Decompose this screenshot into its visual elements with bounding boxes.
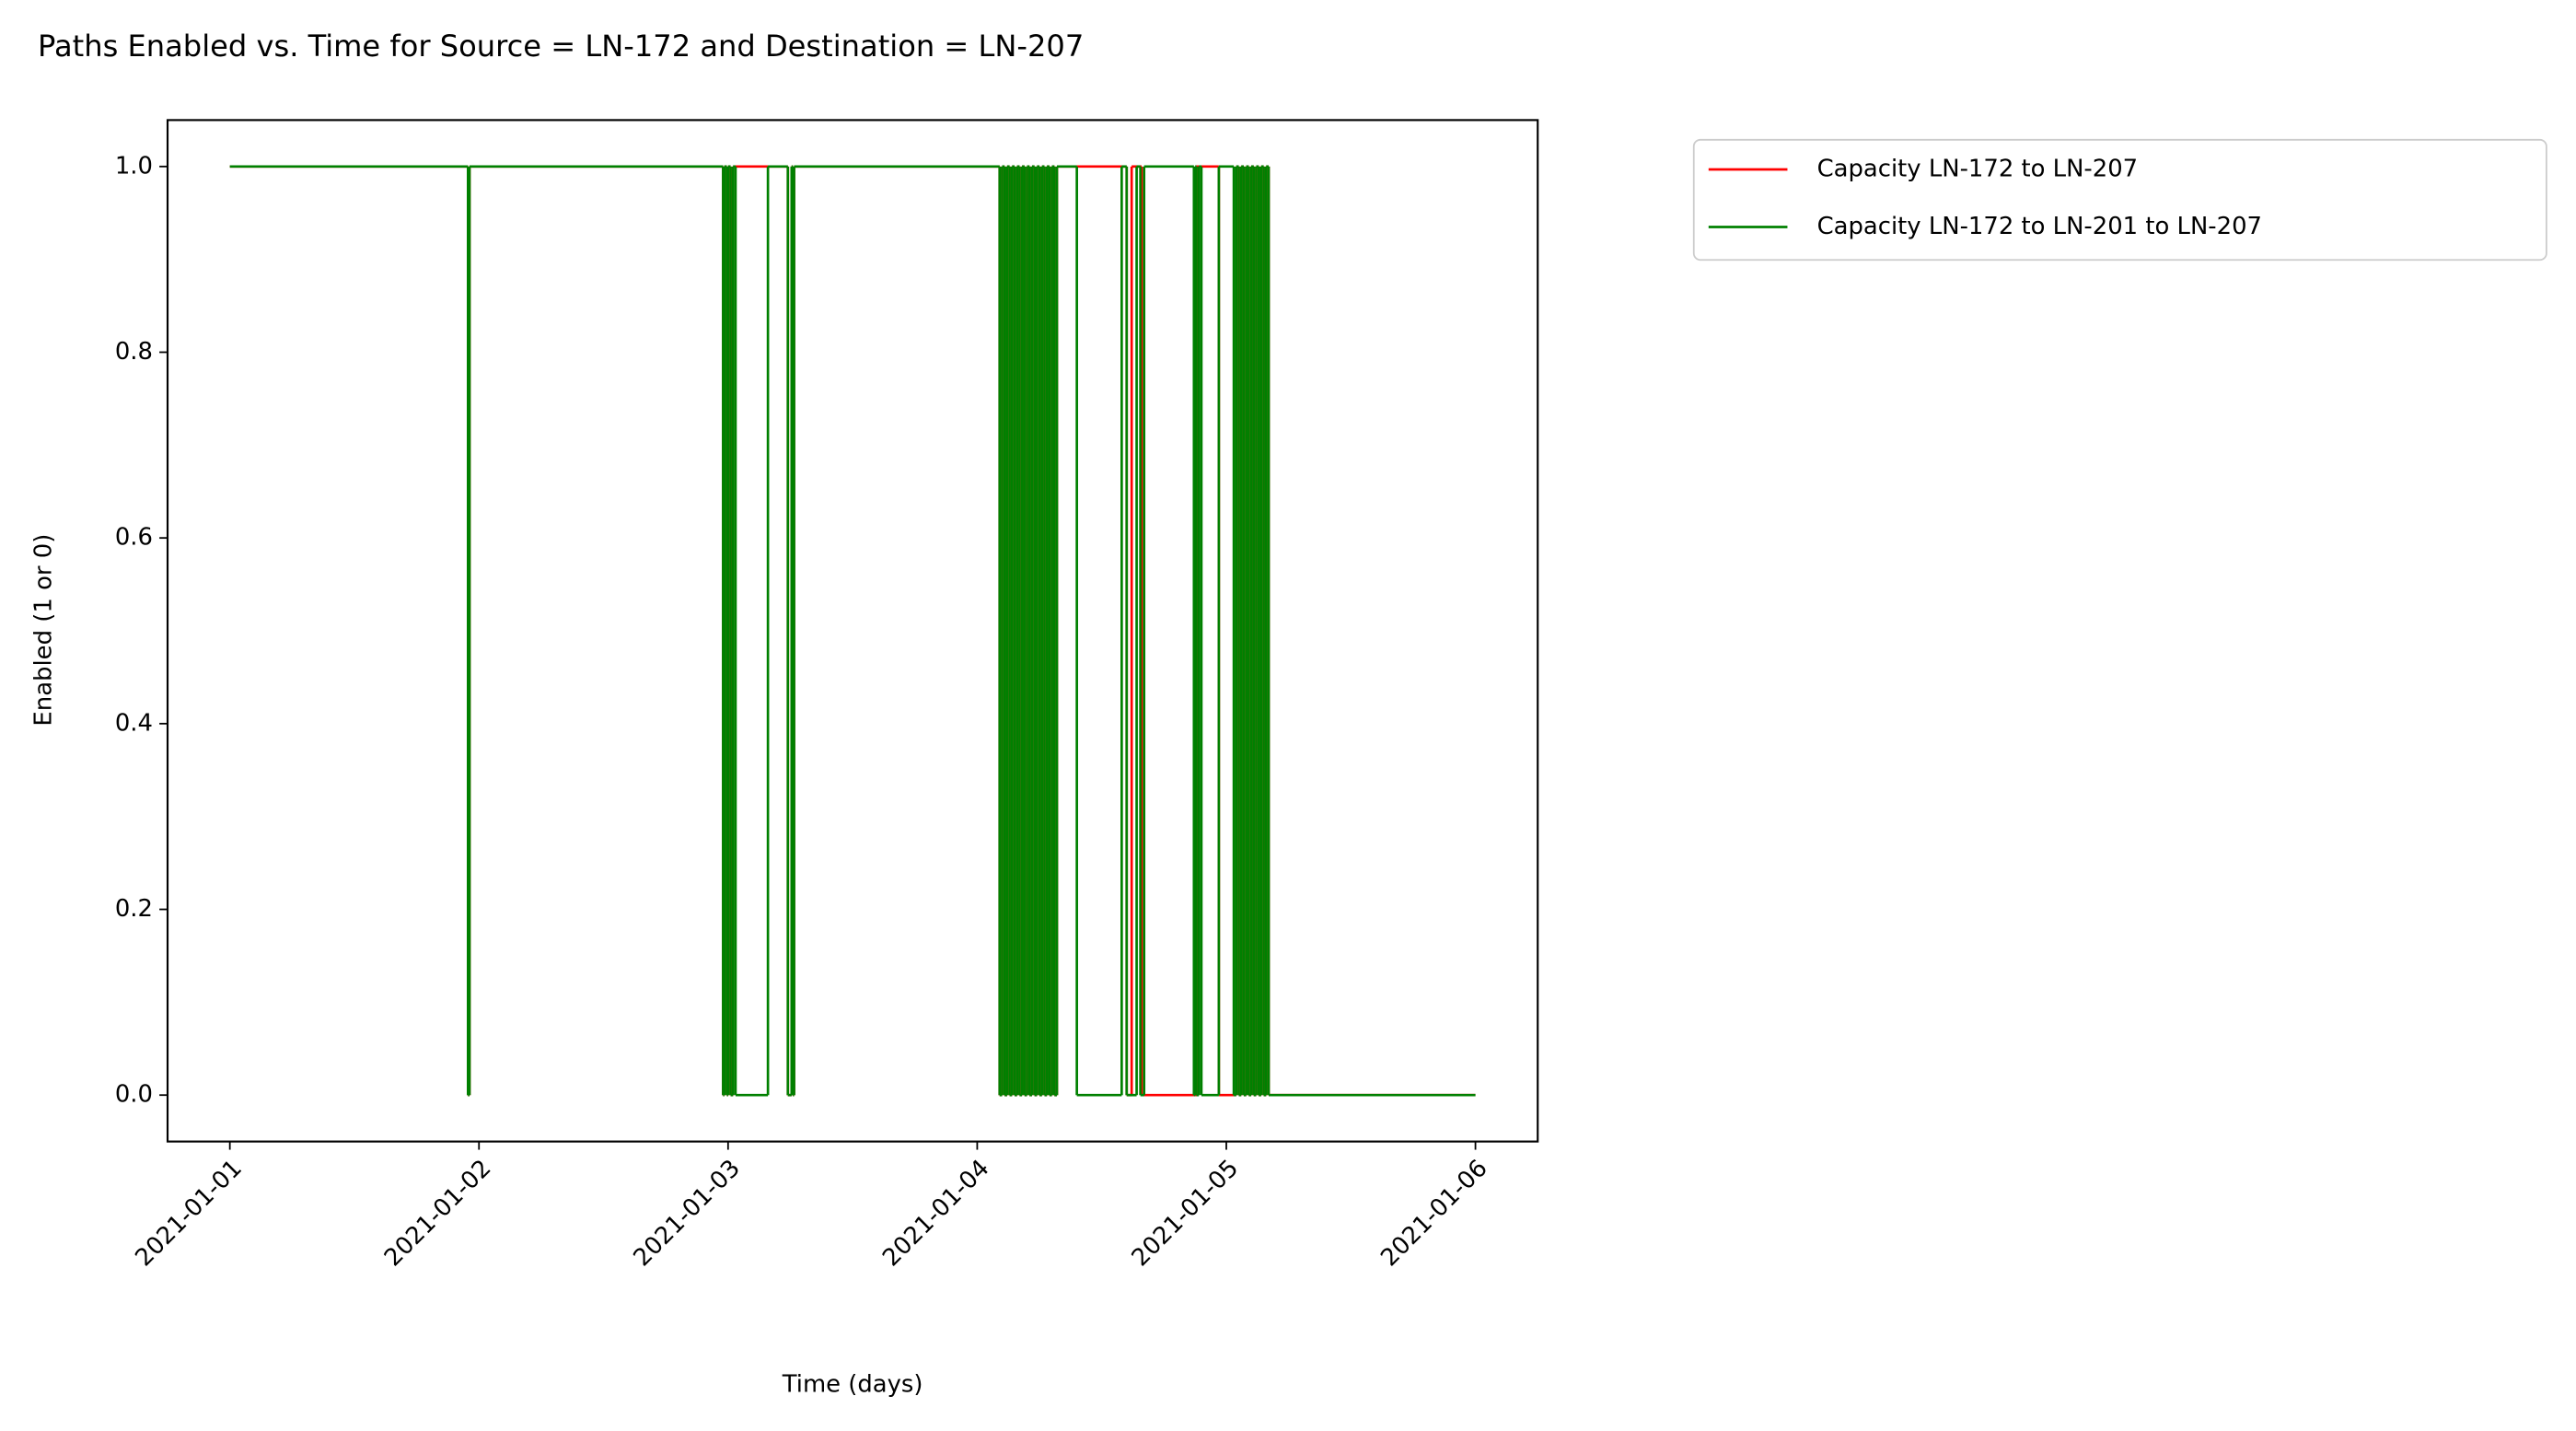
legend-box xyxy=(1692,138,2547,262)
series xyxy=(229,165,1476,1097)
x-tick-label: 2021-01-03 xyxy=(629,1155,746,1273)
x-tick-label: 2021-01-06 xyxy=(1375,1155,1492,1273)
x-tick-label: 2021-01-04 xyxy=(877,1155,994,1273)
plot-frame xyxy=(166,119,1539,1143)
y-tick-label: 0.0 xyxy=(115,1081,153,1109)
y-tick-label: 0.2 xyxy=(115,895,153,923)
x-tick-label: 2021-01-02 xyxy=(379,1155,496,1273)
y-tick-label: 0.8 xyxy=(115,338,153,366)
y-axis-label: Enabled (1 or 0) xyxy=(30,534,58,727)
chart-title: Paths Enabled vs. Time for Source = LN-1… xyxy=(38,29,1084,64)
x-tick-label: 2021-01-05 xyxy=(1127,1155,1244,1273)
y-tick-label: 0.4 xyxy=(115,709,153,737)
y-tick-label: 0.6 xyxy=(115,524,153,552)
y-tick-label: 1.0 xyxy=(115,152,153,180)
x-axis-label: Time (days) xyxy=(782,1370,923,1398)
legend-label: Capacity LN-172 to LN-201 to LN-207 xyxy=(1817,213,2262,240)
plot-area xyxy=(168,120,1538,1142)
x-tick-label: 2021-01-01 xyxy=(130,1155,247,1273)
legend-label: Capacity LN-172 to LN-207 xyxy=(1817,155,2139,182)
